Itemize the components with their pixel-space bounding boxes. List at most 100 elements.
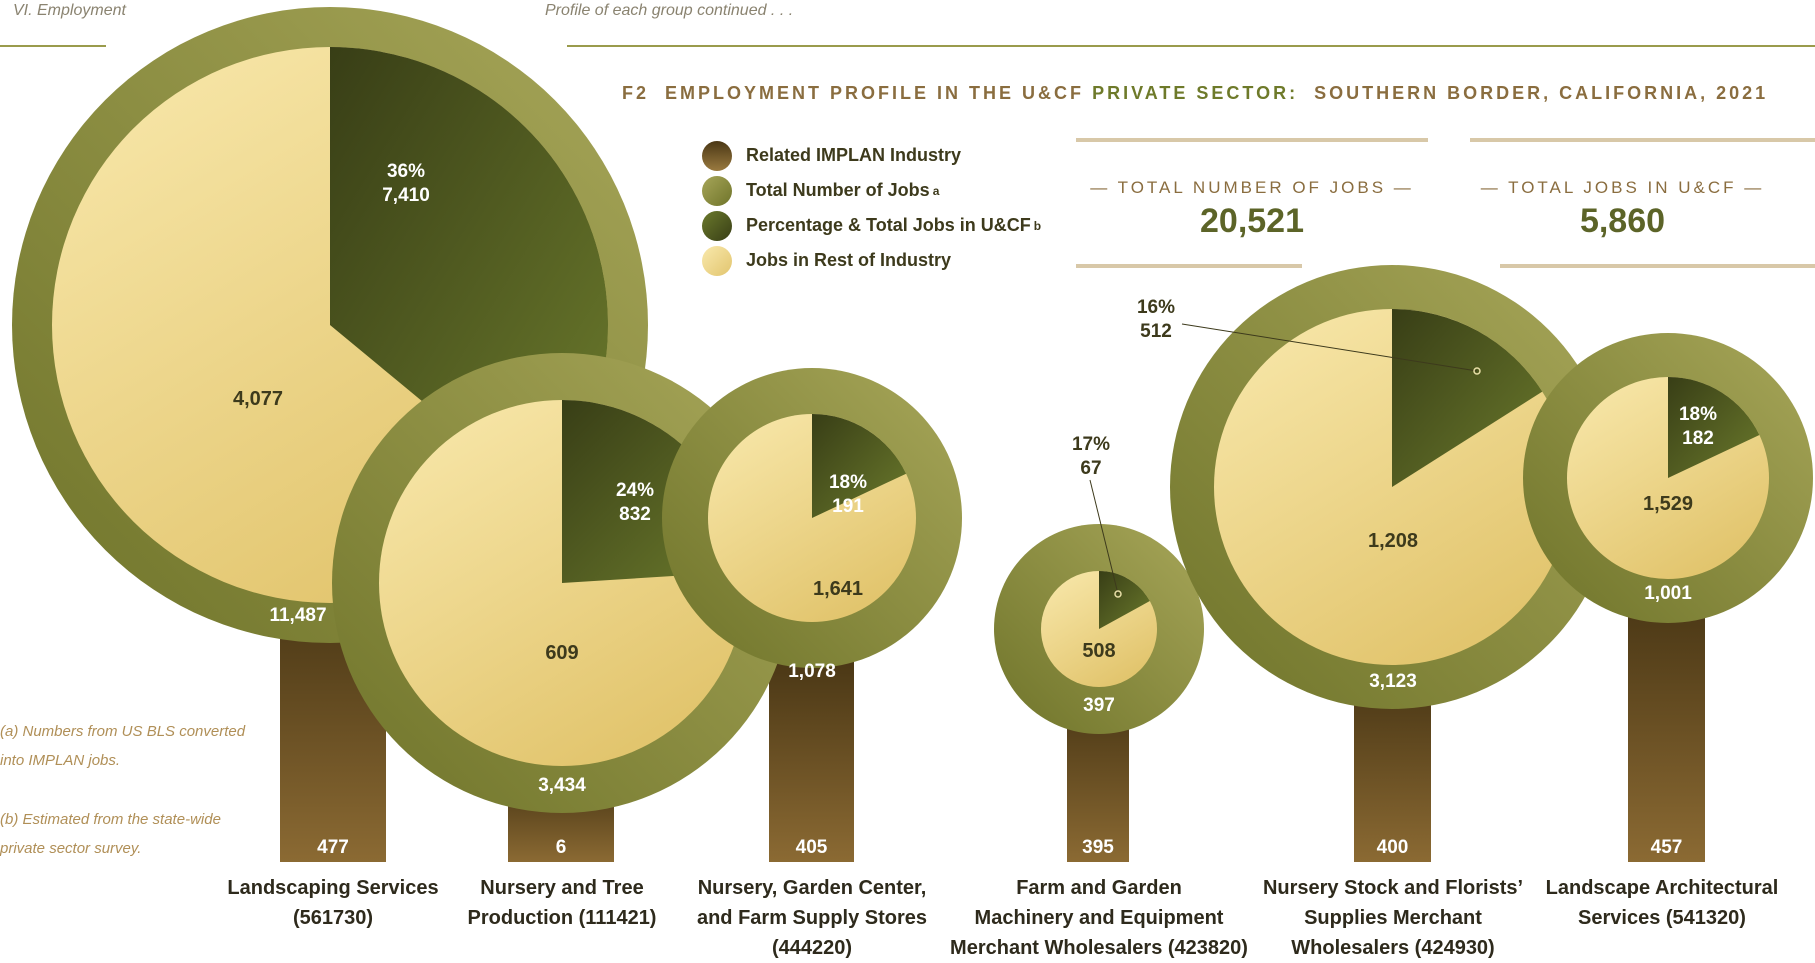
trunk-value-1: 6 (556, 837, 567, 858)
industry-caption-line-1: Landscape Architectural (1545, 877, 1779, 899)
total-jobs-label-1: 3,434 (538, 775, 586, 796)
stat-total-jobs-value: 20,521 (1200, 202, 1304, 240)
industry-caption-line-3: (444220) (771, 937, 853, 959)
ucf-pct-label-2: 18% (829, 472, 867, 493)
legend-item-rest: Jobs in Rest of Industry (702, 243, 1041, 278)
total-jobs-label-3: 397 (1083, 695, 1115, 716)
legend-item-implan: Related IMPLAN Industry (702, 138, 1041, 173)
industry-caption-4: Nursery Stock and Florists’ Supplies Merc… (1243, 873, 1543, 963)
trunk-value-3: 395 (1082, 837, 1114, 858)
stat-total-jobs: — TOTAL NUMBER OF JOBS — 20,521 (1076, 138, 1428, 268)
ucf-value-label-0: 7,410 (382, 185, 430, 206)
industry-caption-line-1: Farm and Garden (1016, 877, 1182, 899)
industry-caption-line-3: Wholesalers (424930) (1291, 937, 1495, 959)
rest-label-0: 4,077 (233, 388, 283, 410)
slice-ucf-4 (1392, 309, 1543, 487)
industry-caption-line-2: Machinery and Equipment (974, 907, 1224, 929)
figure-label: F2 (622, 83, 650, 103)
total-jobs-label-2: 1,078 (788, 661, 836, 682)
stat-ucf-jobs-bottom-bar (1500, 264, 1815, 268)
industry-caption-line-2: (561730) (292, 907, 374, 929)
stat-ucf-jobs-label: — TOTAL JOBS IN U&CF — (1480, 178, 1765, 197)
legend-sup-ucf: b (1033, 218, 1042, 233)
figure-title: F2 EMPLOYMENT PROFILE IN THE U&CF PRIVAT… (622, 83, 1768, 104)
industry-caption-0: Landscaping Services (561730) (183, 873, 483, 933)
stat-total-jobs-bottom-bar (1076, 264, 1302, 268)
footnote-a-line2: into IMPLAN jobs. (0, 752, 121, 769)
footnote-b-line1: (b) Estimated from the state-wide (0, 811, 221, 828)
industry-caption-line-1: Nursery, Garden Center, (697, 877, 927, 899)
footnote-a: (a) Numbers from US BLS converted into I… (0, 717, 245, 775)
callout-line-4 (1181, 323, 1478, 372)
industry-caption-line-2: Services (541320) (1578, 907, 1746, 929)
ucf-pct-label-0: 36% (387, 161, 425, 182)
trunk-value-4: 400 (1377, 837, 1409, 858)
trunk-implan-2 (769, 660, 854, 862)
industry-caption-3: Farm and Garden Machinery and Equipment Me… (949, 873, 1249, 963)
rest-label-1: 609 (545, 642, 578, 664)
rest-label-3: 508 (1082, 640, 1115, 662)
industry-caption-line-1: Nursery Stock and Florists’ (1262, 877, 1524, 899)
continued-header: Profile of each group continued . . . (545, 2, 794, 19)
total-jobs-label-0: 11,487 (269, 605, 326, 626)
ucf-value-label-4: 512 (1140, 321, 1172, 342)
legend-swatch-total (702, 175, 732, 206)
legend-swatch-rest (702, 245, 732, 276)
callout-line-3 (1089, 479, 1119, 595)
legend: Related IMPLAN Industry Total Number of … (702, 138, 1041, 278)
industry-caption-line-2: Production (111421) (467, 907, 657, 929)
figure-title-part2: SOUTHERN BORDER, CALIFORNIA, 2021 (1314, 83, 1769, 103)
total-jobs-label-5: 1,001 (1644, 583, 1692, 604)
total-jobs-label-4: 3,123 (1369, 671, 1417, 692)
ucf-pct-label-5: 18% (1679, 404, 1717, 425)
stat-ucf-jobs-value: 5,860 (1579, 202, 1666, 240)
industry-caption-1: Nursery and Tree Production (111421) (412, 873, 712, 933)
legend-label-total: Total Number of Jobs (746, 180, 930, 200)
legend-item-total: Total Number of Jobs a (702, 173, 1041, 208)
callout-dot-3 (1114, 590, 1122, 598)
callout-dot-4 (1473, 367, 1481, 375)
industry-caption-2: Nursery, Garden Center, and Farm Supply S… (662, 873, 962, 963)
ucf-value-label-3: 67 (1080, 458, 1101, 479)
slice-ucf-5 (1668, 377, 1760, 478)
slice-ucf-2 (812, 414, 907, 518)
figure-title-accent: PRIVATE SECTOR: (1092, 83, 1299, 103)
rest-label-4: 1,208 (1368, 530, 1418, 552)
trunk-value-5: 457 (1651, 837, 1683, 858)
industry-caption-line-2: and Farm Supply Stores (696, 907, 928, 929)
rest-label-2: 1,641 (813, 578, 863, 600)
stat-ucf-jobs: — TOTAL JOBS IN U&CF — 5,860 (1470, 138, 1815, 268)
slice-ucf-3 (1099, 571, 1150, 629)
ucf-value-label-2: 191 (832, 496, 864, 517)
trunk-value-2: 405 (796, 837, 828, 858)
legend-label-ucf: Percentage & Total Jobs in U&CF (746, 215, 1031, 235)
footnote-b: (b) Estimated from the state-wide privat… (0, 805, 221, 863)
stat-total-jobs-top-bar (1076, 138, 1428, 142)
ucf-pct-label-1: 24% (616, 480, 654, 501)
header-rule-right (567, 45, 1815, 47)
stat-ucf-jobs-top-bar (1470, 138, 1815, 142)
industry-caption-line-1: Nursery and Tree (480, 877, 644, 899)
legend-label-rest: Jobs in Rest of Industry (746, 250, 952, 270)
figure-title-part1: EMPLOYMENT PROFILE IN THE U&CF (665, 83, 1085, 103)
legend-label-implan: Related IMPLAN Industry (746, 145, 962, 165)
header-rule-left (0, 45, 106, 47)
industry-caption-line-2: Supplies Merchant (1304, 907, 1482, 929)
footnote-a-line1: (a) Numbers from US BLS converted (0, 723, 246, 740)
industry-caption-line-1: Landscaping Services (227, 877, 439, 899)
ucf-pct-label-3: 17% (1072, 434, 1110, 455)
stat-total-jobs-label: — TOTAL NUMBER OF JOBS — (1090, 178, 1414, 197)
industry-caption-line-3: Merchant Wholesalers (423820) (950, 937, 1248, 959)
ucf-value-label-5: 182 (1682, 428, 1714, 449)
legend-swatch-ucf (702, 210, 732, 241)
legend-sup-total: a (932, 183, 940, 198)
footnote-b-line2: private sector survey. (0, 840, 142, 857)
ucf-value-label-1: 832 (619, 504, 651, 525)
trunk-implan-4 (1354, 680, 1431, 862)
rest-label-5: 1,529 (1643, 493, 1693, 515)
legend-swatch-implan (702, 140, 732, 171)
ucf-pct-label-4: 16% (1137, 297, 1175, 318)
trunk-implan-5 (1628, 600, 1705, 862)
legend-item-ucf: Percentage & Total Jobs in U&CF b (702, 208, 1041, 243)
